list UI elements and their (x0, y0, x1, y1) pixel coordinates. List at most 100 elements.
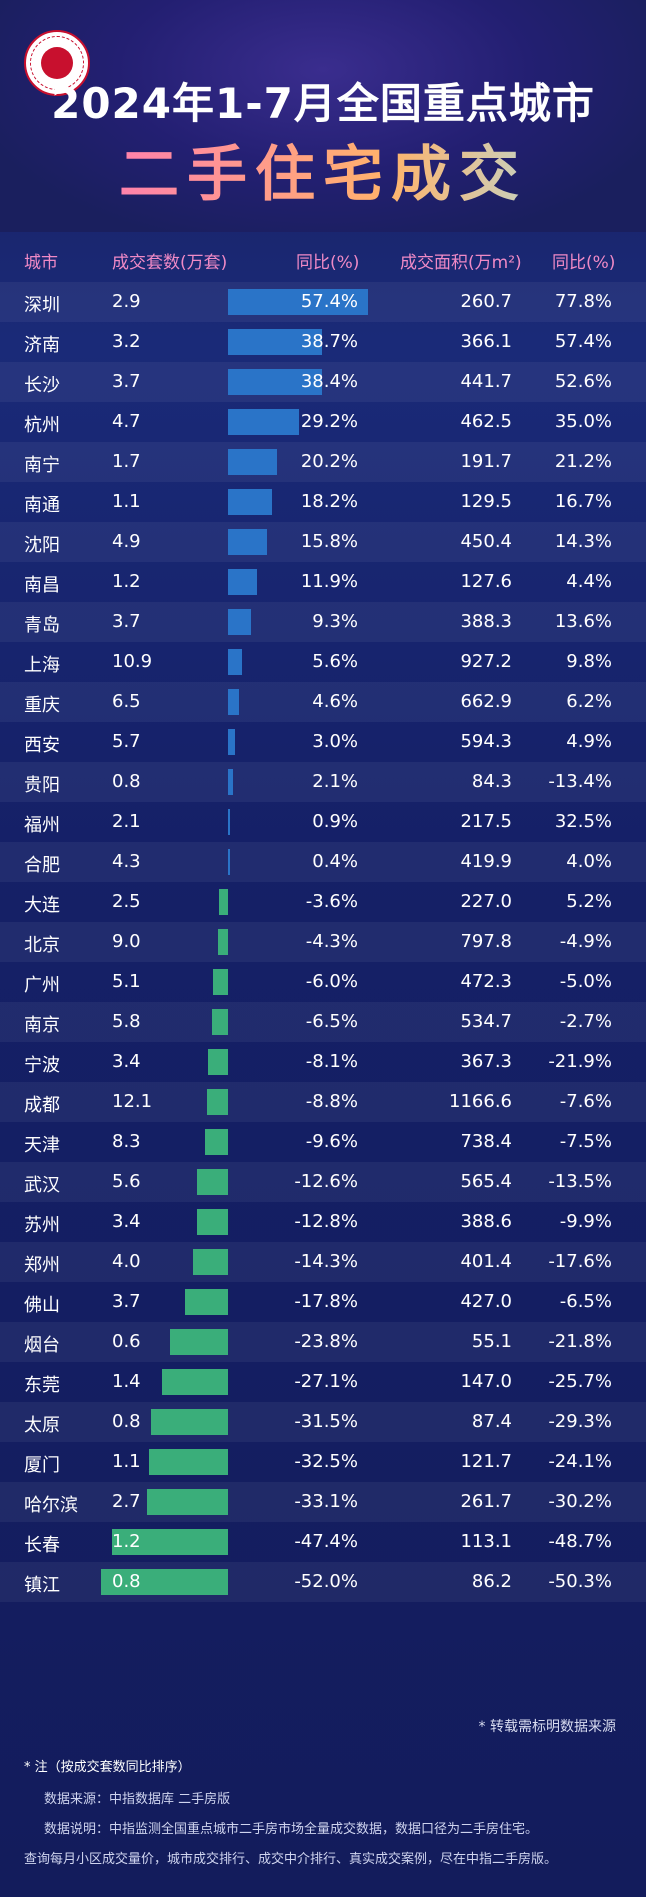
yoy-cell: 0.9% (312, 811, 358, 832)
volume-cell: 1.1 (112, 1451, 141, 1472)
area-cell: 472.3 (460, 971, 512, 992)
area-yoy-cell: -5.0% (559, 971, 612, 992)
city-cell: 镇江 (24, 1575, 60, 1596)
city-cell: 深圳 (24, 295, 60, 316)
area-yoy-cell: 77.8% (554, 291, 612, 312)
area-yoy-cell: 21.2% (554, 451, 612, 472)
yoy-cell: 15.8% (300, 531, 358, 552)
col-header-area-yoy: 同比(%) (552, 253, 616, 273)
area-cell: 534.7 (460, 1011, 512, 1032)
area-cell: 366.1 (460, 331, 512, 352)
yoy-bar (228, 489, 273, 515)
yoy-bar (228, 729, 236, 755)
area-cell: 662.9 (460, 691, 512, 712)
volume-cell: 0.8 (112, 1411, 141, 1432)
area-yoy-cell: 6.2% (566, 691, 612, 712)
area-cell: 191.7 (460, 451, 512, 472)
area-yoy-cell: 32.5% (554, 811, 612, 832)
yoy-bar (228, 809, 231, 835)
yoy-cell: -33.1% (294, 1491, 358, 1512)
table-row: 深圳 2.9 57.4% 260.7 77.8% (0, 282, 646, 322)
yoy-cell: -47.4% (294, 1531, 358, 1552)
col-header-area: 成交面积(万m²) (400, 253, 522, 273)
area-cell: 86.2 (471, 1571, 512, 1592)
yoy-cell: -23.8% (294, 1331, 358, 1352)
yoy-bar (197, 1169, 228, 1195)
table-row: 青岛 3.7 9.3% 388.3 13.6% (0, 602, 646, 642)
yoy-cell: 0.4% (312, 851, 358, 872)
table-row: 大连 2.5 -3.6% 227.0 5.2% (0, 882, 646, 922)
yoy-bar (193, 1249, 228, 1275)
volume-cell: 0.8 (112, 1571, 141, 1592)
yoy-cell: 11.9% (300, 571, 358, 592)
city-cell: 成都 (24, 1095, 60, 1116)
area-yoy-cell: -13.4% (548, 771, 612, 792)
area-cell: 594.3 (460, 731, 512, 752)
yoy-cell: 57.4% (300, 291, 358, 312)
area-cell: 84.3 (471, 771, 512, 792)
yoy-bar (151, 1409, 228, 1435)
area-yoy-cell: 4.0% (566, 851, 612, 872)
area-yoy-cell: 16.7% (554, 491, 612, 512)
area-yoy-cell: 5.2% (566, 891, 612, 912)
area-cell: 927.2 (460, 651, 512, 672)
area-cell: 367.3 (460, 1051, 512, 1072)
yoy-cell: 29.2% (300, 411, 358, 432)
yoy-bar (206, 1089, 228, 1115)
city-cell: 南宁 (24, 455, 60, 476)
area-cell: 462.5 (460, 411, 512, 432)
table-row: 厦门 1.1 -32.5% 121.7 -24.1% (0, 1442, 646, 1482)
volume-cell: 12.1 (112, 1091, 153, 1112)
area-yoy-cell: -21.8% (548, 1331, 612, 1352)
area-cell: 217.5 (460, 811, 512, 832)
city-cell: 太原 (24, 1415, 60, 1436)
volume-cell: 3.2 (112, 331, 141, 352)
city-cell: 长春 (24, 1535, 60, 1556)
area-cell: 427.0 (460, 1291, 512, 1312)
col-header-volume: 成交套数(万套) (112, 253, 228, 273)
table-row: 广州 5.1 -6.0% 472.3 -5.0% (0, 962, 646, 1002)
yoy-bar (148, 1449, 228, 1475)
volume-cell: 8.3 (112, 1131, 141, 1152)
yoy-cell: 38.7% (300, 331, 358, 352)
yoy-bar (228, 769, 234, 795)
table-row: 南通 1.1 18.2% 129.5 16.7% (0, 482, 646, 522)
yoy-bar (217, 929, 228, 955)
city-cell: 南通 (24, 495, 60, 516)
city-cell: 广州 (24, 975, 60, 996)
yoy-cell: -6.0% (305, 971, 358, 992)
table-row: 西安 5.7 3.0% 594.3 4.9% (0, 722, 646, 762)
yoy-bar (228, 409, 300, 435)
table-row: 郑州 4.0 -14.3% 401.4 -17.6% (0, 1242, 646, 1282)
yoy-bar (228, 569, 258, 595)
city-cell: 东莞 (24, 1375, 60, 1396)
area-yoy-cell: -25.7% (548, 1371, 612, 1392)
volume-cell: 4.0 (112, 1251, 141, 1272)
table-row: 长沙 3.7 38.4% 441.7 52.6% (0, 362, 646, 402)
city-cell: 贵阳 (24, 775, 60, 796)
yoy-cell: -8.1% (305, 1051, 358, 1072)
table-row: 成都 12.1 -8.8% 1166.6 -7.6% (0, 1082, 646, 1122)
city-cell: 武汉 (24, 1175, 60, 1196)
area-cell: 227.0 (460, 891, 512, 912)
area-yoy-cell: -29.3% (548, 1411, 612, 1432)
col-header-yoy: 同比(%) (296, 253, 360, 273)
logo-emblem (41, 47, 73, 79)
area-yoy-cell: 13.6% (554, 611, 612, 632)
table-row: 杭州 4.7 29.2% 462.5 35.0% (0, 402, 646, 442)
city-cell: 苏州 (24, 1215, 60, 1236)
area-yoy-cell: 9.8% (566, 651, 612, 672)
area-cell: 113.1 (460, 1531, 512, 1552)
volume-cell: 3.7 (112, 1291, 141, 1312)
city-cell: 上海 (24, 655, 60, 676)
volume-cell: 2.1 (112, 811, 141, 832)
volume-cell: 2.7 (112, 1491, 141, 1512)
yoy-bar (212, 1009, 228, 1035)
title-line-1: 2024年1-7月全国重点城市 (51, 79, 595, 128)
logo-ring (30, 36, 84, 90)
yoy-cell: 20.2% (300, 451, 358, 472)
volume-cell: 5.7 (112, 731, 141, 752)
table-row: 东莞 1.4 -27.1% 147.0 -25.7% (0, 1362, 646, 1402)
volume-cell: 1.4 (112, 1371, 141, 1392)
table-row: 佛山 3.7 -17.8% 427.0 -6.5% (0, 1282, 646, 1322)
